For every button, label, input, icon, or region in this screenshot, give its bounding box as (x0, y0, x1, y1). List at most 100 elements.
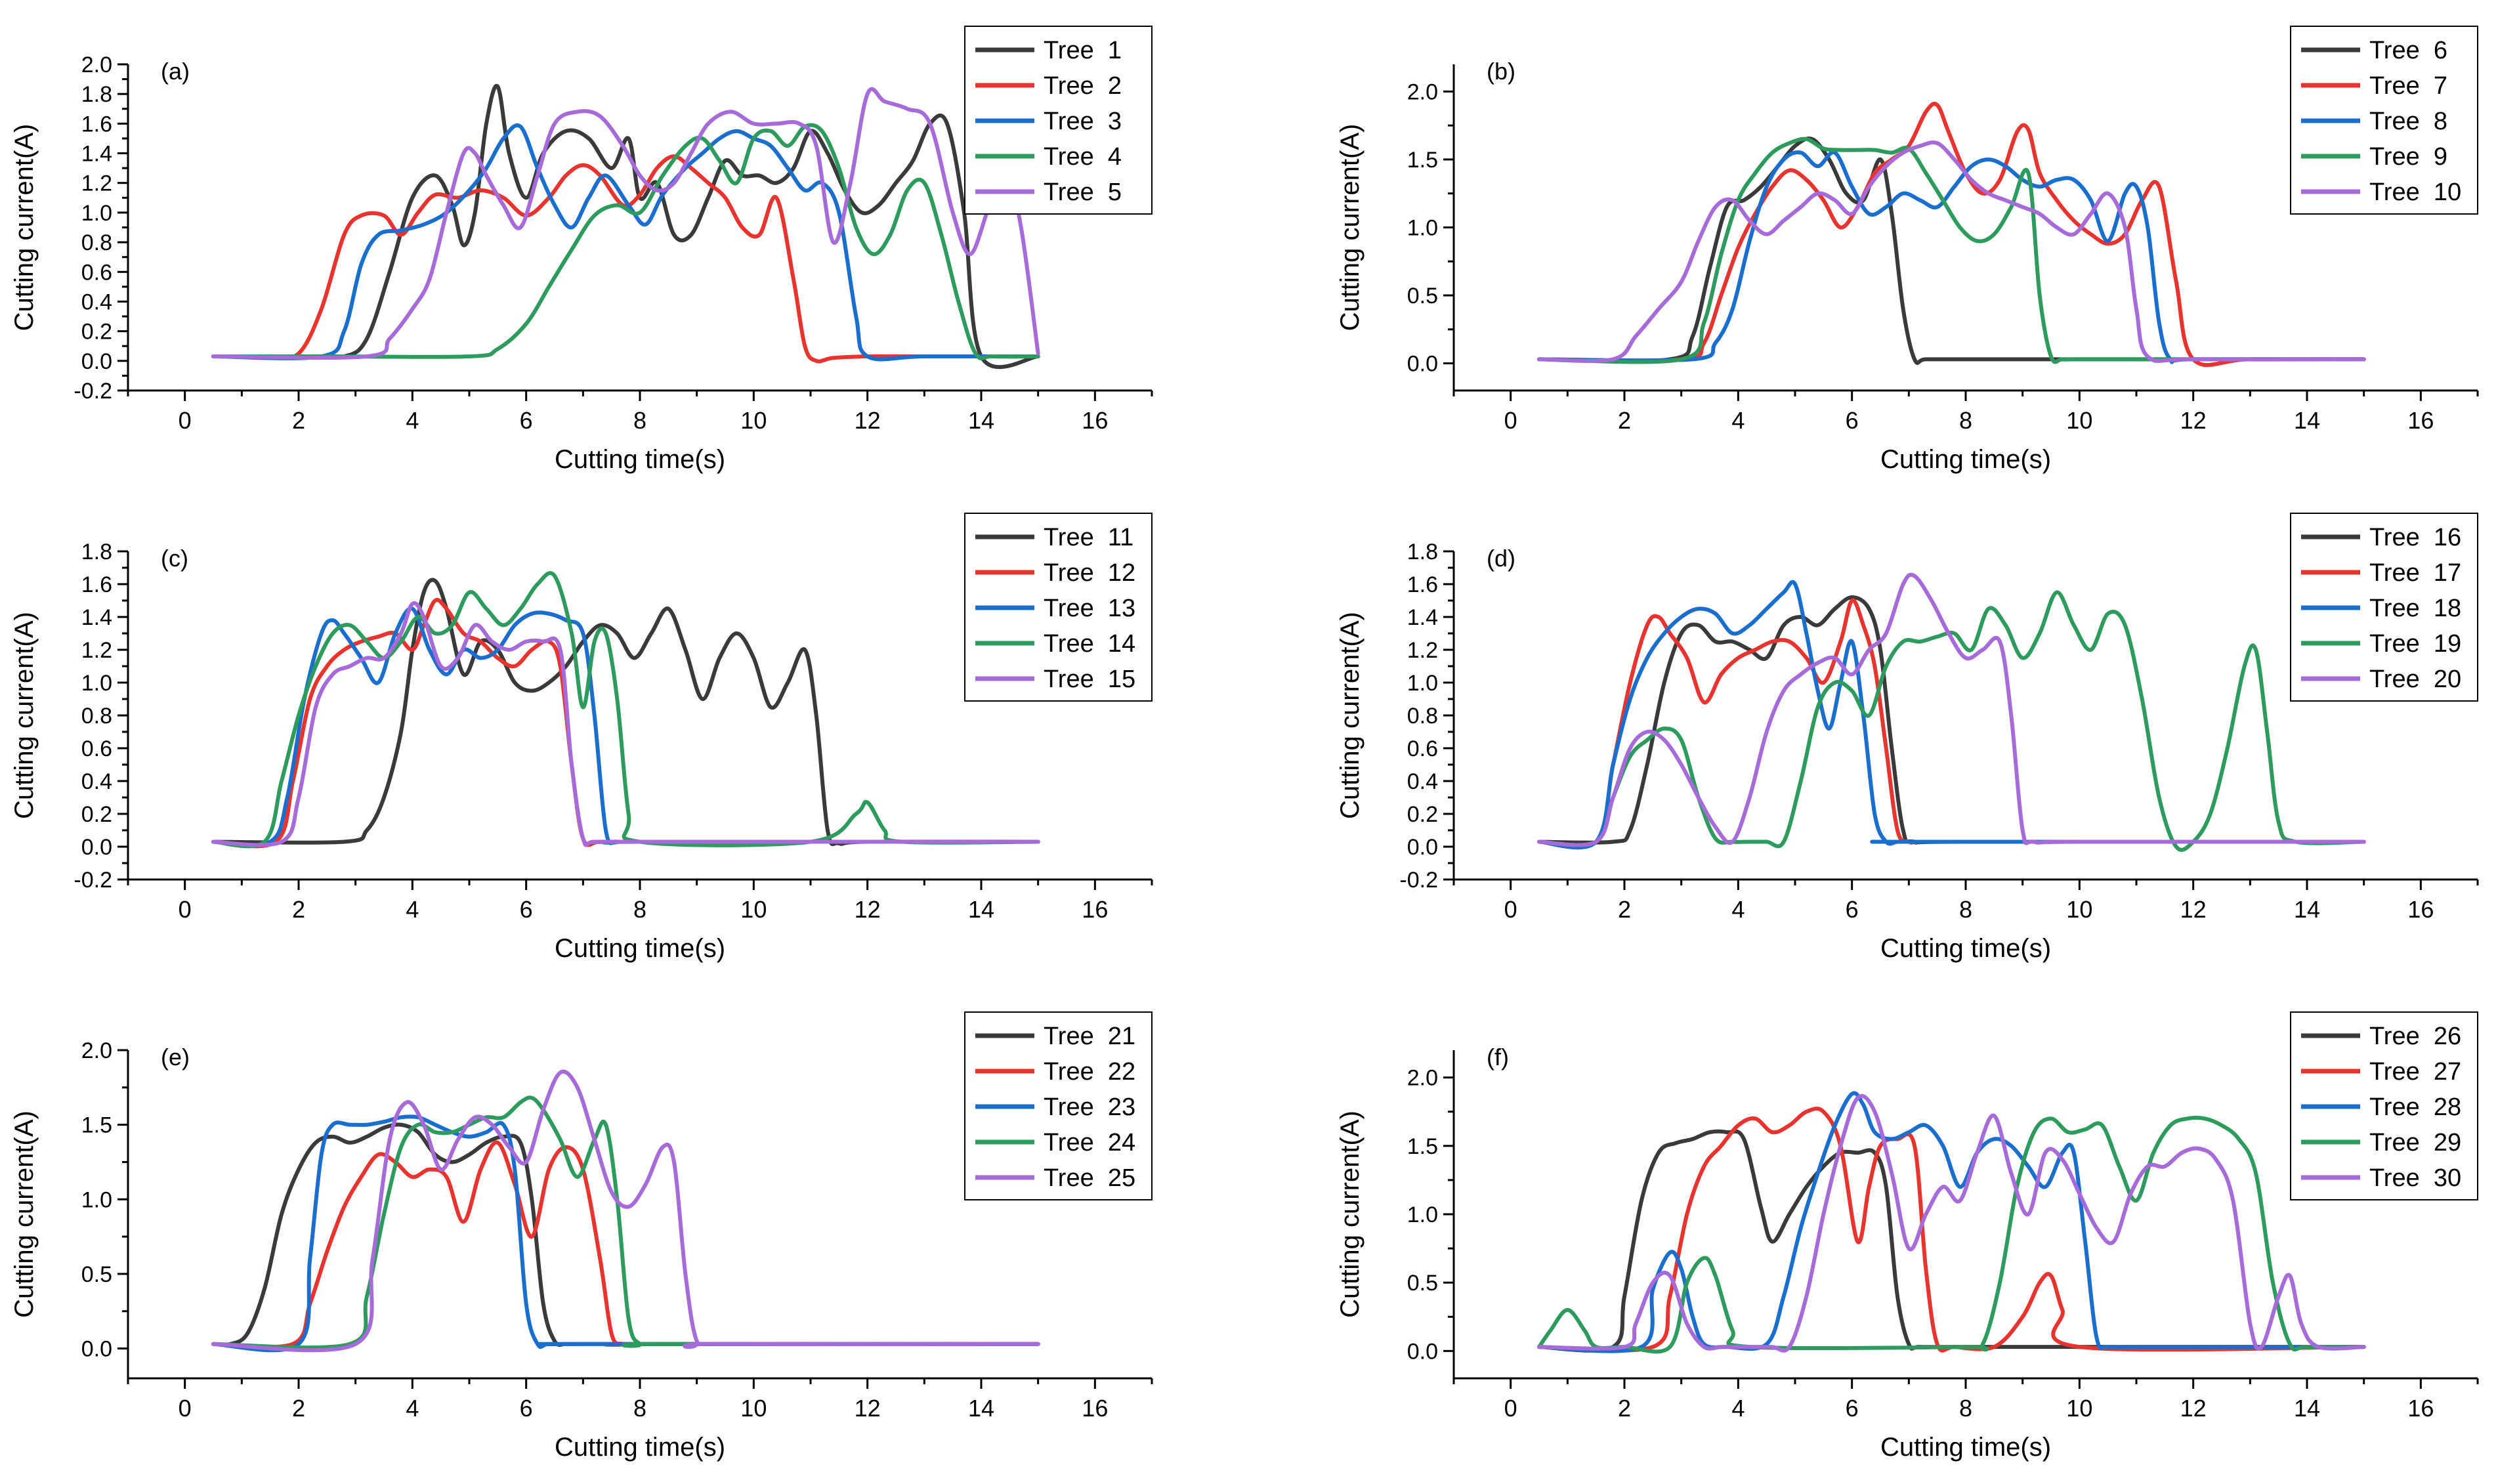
x-tick-label: 4 (1731, 407, 1745, 434)
x-tick-label: 14 (2294, 407, 2320, 434)
legend-label: Tree 30 (2369, 1164, 2461, 1192)
y-tick-label: 0.8 (81, 704, 112, 729)
x-tick-label: 0 (1504, 407, 1517, 434)
y-tick-label: 1.5 (1407, 148, 1438, 173)
x-tick-label: 0 (1504, 1395, 1517, 1422)
panel-label: (b) (1487, 58, 1515, 85)
y-tick-label: 2.0 (1407, 1066, 1438, 1091)
y-axis-title: Cutting current(A) (10, 612, 39, 819)
panel-label: (c) (161, 545, 188, 572)
x-tick-label: 16 (2407, 1395, 2434, 1422)
y-tick-label: 0.2 (1407, 802, 1438, 827)
legend-label: Tree 29 (2369, 1129, 2461, 1156)
y-axis-title: Cutting current(A) (1336, 1111, 1365, 1318)
y-tick-label: 1.2 (81, 638, 112, 663)
x-tick-label: 0 (179, 1395, 192, 1422)
legend-label: Tree 18 (2369, 595, 2461, 622)
x-tick-label: 16 (1082, 1395, 1108, 1422)
x-tick-label: 12 (2180, 896, 2207, 923)
x-tick-label: 2 (292, 407, 305, 434)
y-tick-label: 0.5 (81, 1262, 112, 1287)
y-tick-label: 0.8 (81, 230, 112, 255)
legend-label: Tree 27 (2369, 1058, 2461, 1086)
x-tick-label: 0 (179, 896, 192, 923)
x-tick-label: 8 (633, 896, 646, 923)
x-tick-label: 10 (2066, 407, 2092, 434)
x-tick-label: 16 (2407, 896, 2434, 923)
y-tick-label: 0.6 (81, 736, 112, 761)
y-tick-label: 0.5 (1407, 284, 1438, 308)
legend-label: Tree 6 (2369, 37, 2447, 64)
x-tick-label: 2 (1618, 1395, 1631, 1422)
y-tick-label: 1.0 (81, 1187, 112, 1212)
y-tick-label: 1.8 (81, 82, 112, 107)
x-tick-label: 6 (520, 1395, 533, 1422)
x-axis-title: Cutting time(s) (1880, 445, 2051, 474)
x-axis-title: Cutting time(s) (555, 445, 725, 474)
legend-label: Tree 17 (2369, 559, 2461, 587)
y-tick-label: 1.4 (81, 142, 112, 167)
x-tick-label: 10 (740, 1395, 767, 1422)
x-tick-label: 12 (2180, 1395, 2207, 1422)
legend-label: Tree 1 (1044, 37, 1122, 64)
series-line (1537, 580, 2366, 850)
series-line (1537, 1091, 2366, 1353)
x-tick-label: 8 (1959, 1395, 1972, 1422)
series-line (211, 1095, 1040, 1350)
legend-label: Tree 13 (1044, 595, 1135, 622)
x-tick-label: 12 (855, 407, 881, 434)
x-tick-label: 6 (1846, 407, 1859, 434)
legend-label: Tree 22 (1044, 1058, 1135, 1086)
y-tick-label: 1.5 (81, 1113, 112, 1138)
y-tick-label: 0.0 (81, 835, 112, 860)
y-tick-label: 0.8 (1407, 704, 1438, 729)
chart-panel: 0 2 4 6 8 10 12 14 16 0.0 0.5 1.0 1.5 2.0 Cutting time… (1336, 1011, 2479, 1462)
series-line (1537, 1115, 2366, 1354)
x-tick-label: 10 (740, 896, 767, 923)
series-line (211, 601, 1040, 847)
x-tick-label: 0 (179, 407, 192, 434)
series-line (211, 123, 1040, 362)
panel-label: (a) (161, 58, 190, 85)
series-line (211, 83, 1040, 370)
series-line (211, 1140, 1040, 1349)
legend-label: Tree 10 (2369, 179, 2461, 206)
x-axis-title: Cutting time(s) (555, 1433, 725, 1462)
series-line (1537, 137, 2366, 364)
y-tick-label: 1.6 (81, 112, 112, 137)
x-tick-label: 4 (406, 896, 419, 923)
y-tick-label: 1.6 (81, 572, 112, 597)
y-tick-label: 1.2 (1407, 638, 1438, 663)
x-tick-label: 8 (633, 407, 646, 434)
x-tick-label: 12 (2180, 407, 2207, 434)
y-tick-label: 0.2 (81, 320, 112, 345)
series-line (1537, 1093, 2366, 1353)
x-tick-label: 8 (633, 1395, 646, 1422)
x-tick-label: 16 (2407, 407, 2434, 434)
x-tick-label: 10 (740, 407, 767, 434)
x-tick-label: 6 (520, 896, 533, 923)
y-tick-label: -0.2 (74, 868, 112, 893)
x-tick-label: 12 (855, 1395, 881, 1422)
y-tick-label: 0.4 (81, 289, 112, 314)
x-tick-label: 14 (968, 896, 994, 923)
legend-label: Tree 9 (2369, 143, 2447, 171)
series-line (1537, 150, 2366, 364)
chart-panel: 0 2 4 6 8 10 12 14 16 0.0 0.5 1.0 1.5 2.0 Cutting time… (10, 1011, 1153, 1462)
series-line (211, 1069, 1040, 1353)
legend-label: Tree 15 (1044, 666, 1135, 693)
legend-label: Tree 25 (1044, 1164, 1135, 1192)
legend-label: Tree 20 (2369, 666, 2461, 693)
series-line (1537, 137, 2366, 365)
y-tick-label: 0.6 (1407, 736, 1438, 761)
panel-label: (f) (1487, 1044, 1509, 1071)
panel-label: (e) (161, 1044, 190, 1071)
y-tick-label: 1.0 (81, 201, 112, 226)
legend-label: Tree 19 (2369, 630, 2461, 658)
y-tick-label: 2.0 (81, 1038, 112, 1063)
legend-label: Tree 12 (1044, 559, 1135, 587)
x-tick-label: 4 (406, 407, 419, 434)
y-tick-label: 0.5 (1407, 1271, 1438, 1296)
y-tick-label: 0.2 (81, 802, 112, 827)
y-axis-title: Cutting current(A) (10, 1111, 39, 1318)
